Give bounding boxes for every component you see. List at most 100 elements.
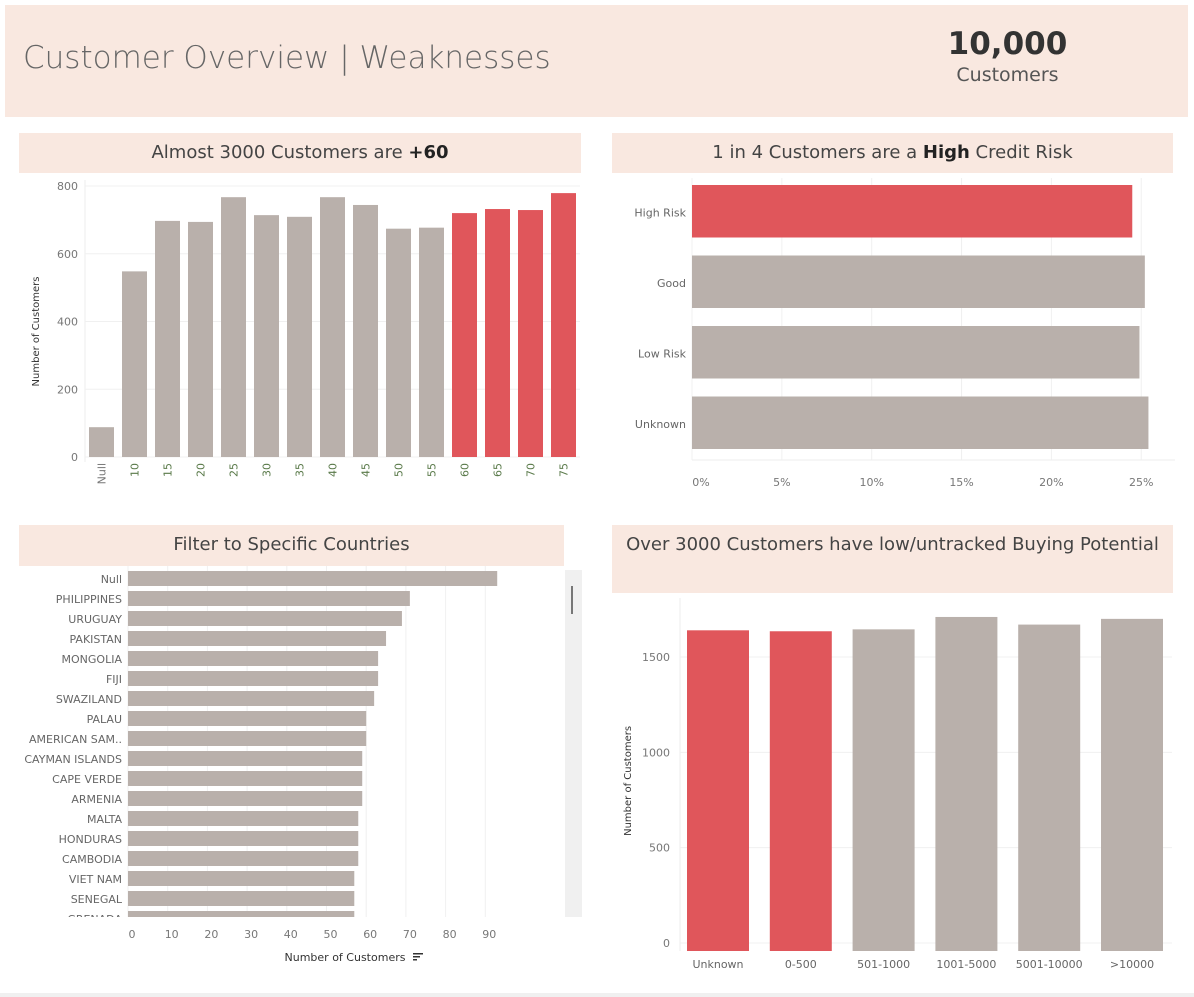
y-tick-label: FIJI <box>106 673 122 686</box>
y-tick-label: CAYMAN ISLANDS <box>24 753 122 766</box>
bar-Low Risk <box>692 326 1140 379</box>
y-tick-label: 0 <box>71 451 78 464</box>
kpi-value: 10,000 <box>947 26 1068 62</box>
bar-Unknown <box>687 630 749 951</box>
x-tick-label: 10 <box>129 463 142 477</box>
bar->10000 <box>1101 618 1163 951</box>
bar-50 <box>386 228 411 457</box>
age-bar-chart: 0 200 400 600 800 Number of Customers Null 10 15… <box>31 180 580 484</box>
bar-10 <box>122 271 147 457</box>
bar-60 <box>452 213 477 457</box>
sort-descending-icon[interactable] <box>413 953 423 961</box>
x-tick-label: 35 <box>294 463 307 477</box>
y-axis-title: Number of Customers <box>623 726 634 836</box>
scrollbar-thumb[interactable] <box>571 586 573 614</box>
bar-25 <box>221 197 246 457</box>
bar-CAMBODIA <box>128 851 359 866</box>
bar-ARMENIA <box>128 791 363 806</box>
bar-70 <box>518 210 543 457</box>
bar-15 <box>155 220 180 457</box>
bar-5001-10000 <box>1018 624 1081 951</box>
y-tick-label: 500 <box>649 842 670 855</box>
y-tick-label: 600 <box>57 248 78 261</box>
y-tick-label: PHILIPPINES <box>56 593 122 606</box>
x-tick-label: 90 <box>482 928 496 941</box>
y-tick-label: CAPE VERDE <box>52 773 122 786</box>
x-tick-label: 15% <box>949 476 973 489</box>
bar-URUGUAY <box>128 611 402 626</box>
title-text: Almost 3000 Customers are <box>151 142 409 163</box>
x-tick-label: 0% <box>692 476 709 489</box>
x-tick-label: 15 <box>162 463 175 477</box>
x-tick-label: 5001-10000 <box>1016 958 1083 971</box>
x-tick-label: 5% <box>773 476 790 489</box>
buying-potential-bar-chart: 0 500 1000 1500 Number of Customers Unknown 0-… <box>623 598 1172 971</box>
bar-HONDURAS <box>128 831 359 846</box>
y-tick-label: Unknown <box>635 418 686 431</box>
bar-Good <box>692 255 1145 308</box>
scrollbar-track[interactable] <box>565 570 582 917</box>
title-text: 1 in 4 Customers are a <box>712 142 923 163</box>
x-tick-label: 60 <box>363 928 377 941</box>
title-text: Credit Risk <box>969 142 1073 163</box>
x-tick-label: 30 <box>261 463 274 477</box>
title-bold: +60 <box>408 142 449 163</box>
y-tick-label: SWAZILAND <box>56 693 122 706</box>
bar-501-1000 <box>852 629 915 951</box>
y-tick-label: 1500 <box>642 651 670 664</box>
credit-risk-bar-chart: 0% 5% 10% 15% 20% 25% High Risk Good Low Risk Unk… <box>634 178 1175 489</box>
y-tick-label: High Risk <box>634 206 686 219</box>
x-tick-label: 10 <box>165 928 179 941</box>
y-tick-label: 400 <box>57 316 78 329</box>
y-tick-label: 200 <box>57 383 78 396</box>
bar-Null <box>128 571 498 586</box>
bar-20 <box>188 221 213 457</box>
x-tick-label: Null <box>96 463 109 484</box>
x-tick-label: 501-1000 <box>857 958 910 971</box>
country-panel-title: Filter to Specific Countries <box>19 525 564 566</box>
bar-VIET NAM <box>128 871 355 886</box>
x-tick-label: 20% <box>1039 476 1063 489</box>
x-tick-label: 10% <box>859 476 883 489</box>
sort-bar <box>413 956 420 958</box>
y-tick-label: 1000 <box>642 746 670 759</box>
x-tick-label: 50 <box>324 928 338 941</box>
x-tick-label: 25% <box>1129 476 1153 489</box>
buying-panel-title: Over 3000 Customers have low/untracked B… <box>612 525 1173 593</box>
sort-bar <box>413 953 423 955</box>
x-tick-label: 25 <box>228 463 241 477</box>
x-tick-label: 0 <box>129 928 136 941</box>
title-bold: High <box>922 142 970 163</box>
x-tick-label: 20 <box>195 463 208 477</box>
bar-MONGOLIA <box>128 651 379 666</box>
bar-MALTA <box>128 811 359 826</box>
y-tick-label: VIET NAM <box>69 873 122 886</box>
y-tick-label: PAKISTAN <box>69 633 122 646</box>
bar-PHILIPPINES <box>128 591 410 606</box>
bar-35 <box>287 216 312 457</box>
bar-SENEGAL <box>128 891 355 906</box>
page-title: Customer Overview | Weaknesses <box>23 40 551 76</box>
x-tick-label: 55 <box>426 463 439 477</box>
bar-AMERICAN SAM.. <box>128 731 367 746</box>
bar-Null <box>89 427 114 457</box>
x-tick-label: 65 <box>492 463 505 477</box>
y-tick-label: ARMENIA <box>71 793 122 806</box>
bar-Unknown <box>692 396 1149 449</box>
sort-bar <box>413 959 417 961</box>
x-tick-label: 45 <box>360 463 373 477</box>
footer-divider <box>0 993 1194 997</box>
x-tick-label: 80 <box>443 928 457 941</box>
country-bar-chart: Null PHILIPPINES URUGUAY PAKISTAN MONGOLIA FI… <box>24 566 582 964</box>
x-tick-label: >10000 <box>1110 958 1154 971</box>
x-axis-title: Number of Customers <box>285 951 406 964</box>
x-tick-label: Unknown <box>692 958 743 971</box>
bar-45 <box>353 204 378 457</box>
y-tick-label: Good <box>657 277 686 290</box>
bar-40 <box>320 197 345 457</box>
x-tick-label: 60 <box>459 463 472 477</box>
y-tick-label: HONDURAS <box>59 833 122 846</box>
kpi-label: Customers <box>956 64 1059 86</box>
y-tick-label: PALAU <box>87 713 122 726</box>
y-axis-title: Number of Customers <box>31 277 42 387</box>
